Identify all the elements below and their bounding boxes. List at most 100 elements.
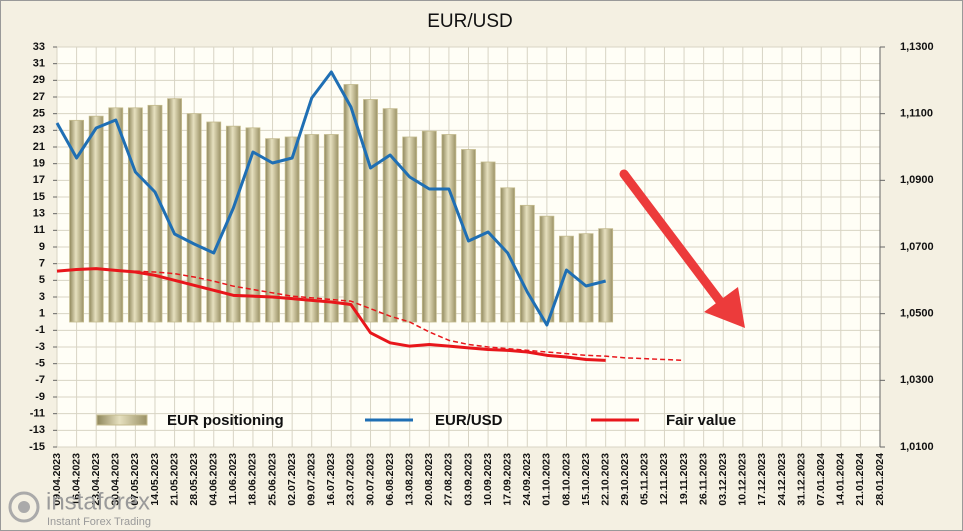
x-tick-label: 28.01.2024 (874, 453, 886, 506)
y2-tick-label: 1,0700 (900, 241, 934, 253)
legend-swatch (96, 414, 148, 426)
x-tick-label: 05.11.2023 (639, 453, 651, 505)
bar (69, 119, 84, 323)
y-tick-label: -15 (29, 441, 45, 453)
bar (265, 138, 280, 323)
x-tick-label: 01.10.2023 (541, 453, 553, 506)
y-tick-label: -5 (35, 358, 45, 370)
bar (88, 115, 104, 323)
x-tick-label: 17.09.2023 (501, 453, 513, 506)
y-tick-label: 25 (33, 108, 45, 120)
y-tick-label: -7 (35, 374, 45, 386)
bar (519, 204, 535, 323)
x-tick-label: 23.04.2023 (90, 453, 102, 506)
x-tick-label: 06.08.2023 (384, 453, 396, 506)
bar (206, 121, 222, 323)
trend-arrow (619, 169, 745, 328)
bar (382, 108, 398, 323)
x-tick-label: 14.05.2023 (149, 453, 161, 506)
y2-tick-label: 1,1300 (900, 41, 934, 53)
y-tick-label: 5 (39, 274, 45, 286)
bar (578, 233, 594, 323)
bar (421, 130, 437, 323)
bar (167, 98, 182, 323)
bar (598, 228, 614, 323)
x-tick-label: 28.05.2023 (188, 453, 200, 506)
chart-title: EUR/USD (427, 11, 513, 32)
x-tick-label: 21.01.2024 (854, 453, 866, 506)
y-tick-label: 17 (33, 174, 45, 186)
y2-tick-label: 1,1100 (900, 108, 933, 120)
legend-label: Fair value (666, 412, 736, 429)
x-tick-label: 22.10.2023 (599, 453, 611, 506)
bar (284, 136, 300, 323)
x-tick-label: 29.10.2023 (619, 453, 631, 506)
x-tick-label: 30.04.2023 (110, 453, 122, 506)
watermark-tagline: Instant Forex Trading (47, 516, 151, 528)
y-tick-label: 1 (39, 308, 45, 320)
bar (108, 107, 124, 323)
x-tick-label: 19.11.2023 (678, 453, 690, 505)
x-tick-label: 12.11.2023 (658, 453, 670, 505)
x-tick-label: 03.12.2023 (717, 453, 729, 506)
bar (127, 107, 143, 323)
y-tick-label: -13 (29, 424, 45, 436)
y-tick-label: -3 (35, 341, 45, 353)
x-tick-label: 21.05.2023 (168, 453, 180, 506)
bar (559, 235, 574, 323)
y-tick-label: 23 (33, 124, 45, 136)
y-tick-label: -11 (30, 408, 45, 420)
y-tick-label: 19 (33, 158, 45, 170)
x-tick-label: 11.06.2023 (227, 453, 239, 505)
y-tick-label: 33 (33, 41, 45, 53)
arrow-shaft (619, 169, 727, 309)
logo-icon (8, 491, 40, 523)
x-tick-label: 08.10.2023 (560, 453, 572, 506)
x-tick-label: 07.05.2023 (129, 453, 141, 506)
bar (461, 149, 476, 323)
x-tick-label: 09.04.2023 (51, 453, 63, 506)
y-tick-label: 27 (33, 91, 45, 103)
watermark: instaforex Instant Forex Trading (8, 488, 151, 528)
x-tick-label: 25.06.2023 (266, 453, 278, 506)
y2-tick-label: 1,0100 (900, 441, 934, 453)
y-tick-label: -9 (35, 391, 45, 403)
y-tick-label: 7 (39, 258, 45, 270)
bar (441, 134, 457, 323)
x-tick-label: 10.12.2023 (737, 453, 749, 506)
x-tick-label: 15.10.2023 (580, 453, 592, 506)
bar (323, 134, 339, 323)
x-tick-label: 09.07.2023 (306, 453, 318, 506)
x-tick-label: 30.07.2023 (364, 453, 376, 506)
y-tick-label: 3 (39, 291, 45, 303)
bar (245, 127, 261, 323)
y2-tick-label: 1,0900 (900, 174, 934, 186)
x-tick-label: 16.04.2023 (70, 453, 82, 506)
x-tick-label: 10.09.2023 (482, 453, 494, 506)
y-tick-label: 13 (33, 208, 45, 220)
x-tick-label: 16.07.2023 (325, 453, 337, 506)
x-tick-label: 13.08.2023 (403, 453, 415, 506)
x-tick-label: 20.08.2023 (423, 453, 435, 506)
y-tick-label: 11 (33, 224, 45, 236)
bar (480, 161, 496, 323)
bar (186, 113, 202, 323)
y2-tick-label: 1,0300 (900, 374, 934, 386)
y-tick-label: 9 (39, 241, 45, 253)
x-tick-label: 24.09.2023 (521, 453, 533, 506)
legend-label: EUR positioning (167, 412, 284, 429)
line (56, 267, 606, 362)
x-tick-label: 18.06.2023 (247, 453, 259, 506)
x-tick-label: 04.06.2023 (208, 453, 220, 506)
y-tick-label: 15 (33, 191, 45, 203)
bar (147, 104, 163, 323)
y-tick-label: -1 (35, 324, 45, 336)
y-tick-label: 31 (33, 58, 45, 70)
legend-label: EUR/USD (435, 412, 503, 429)
bar (402, 136, 418, 323)
x-tick-label: 31.12.2023 (795, 453, 807, 506)
y-tick-label: 21 (33, 141, 45, 153)
bar (304, 134, 320, 323)
